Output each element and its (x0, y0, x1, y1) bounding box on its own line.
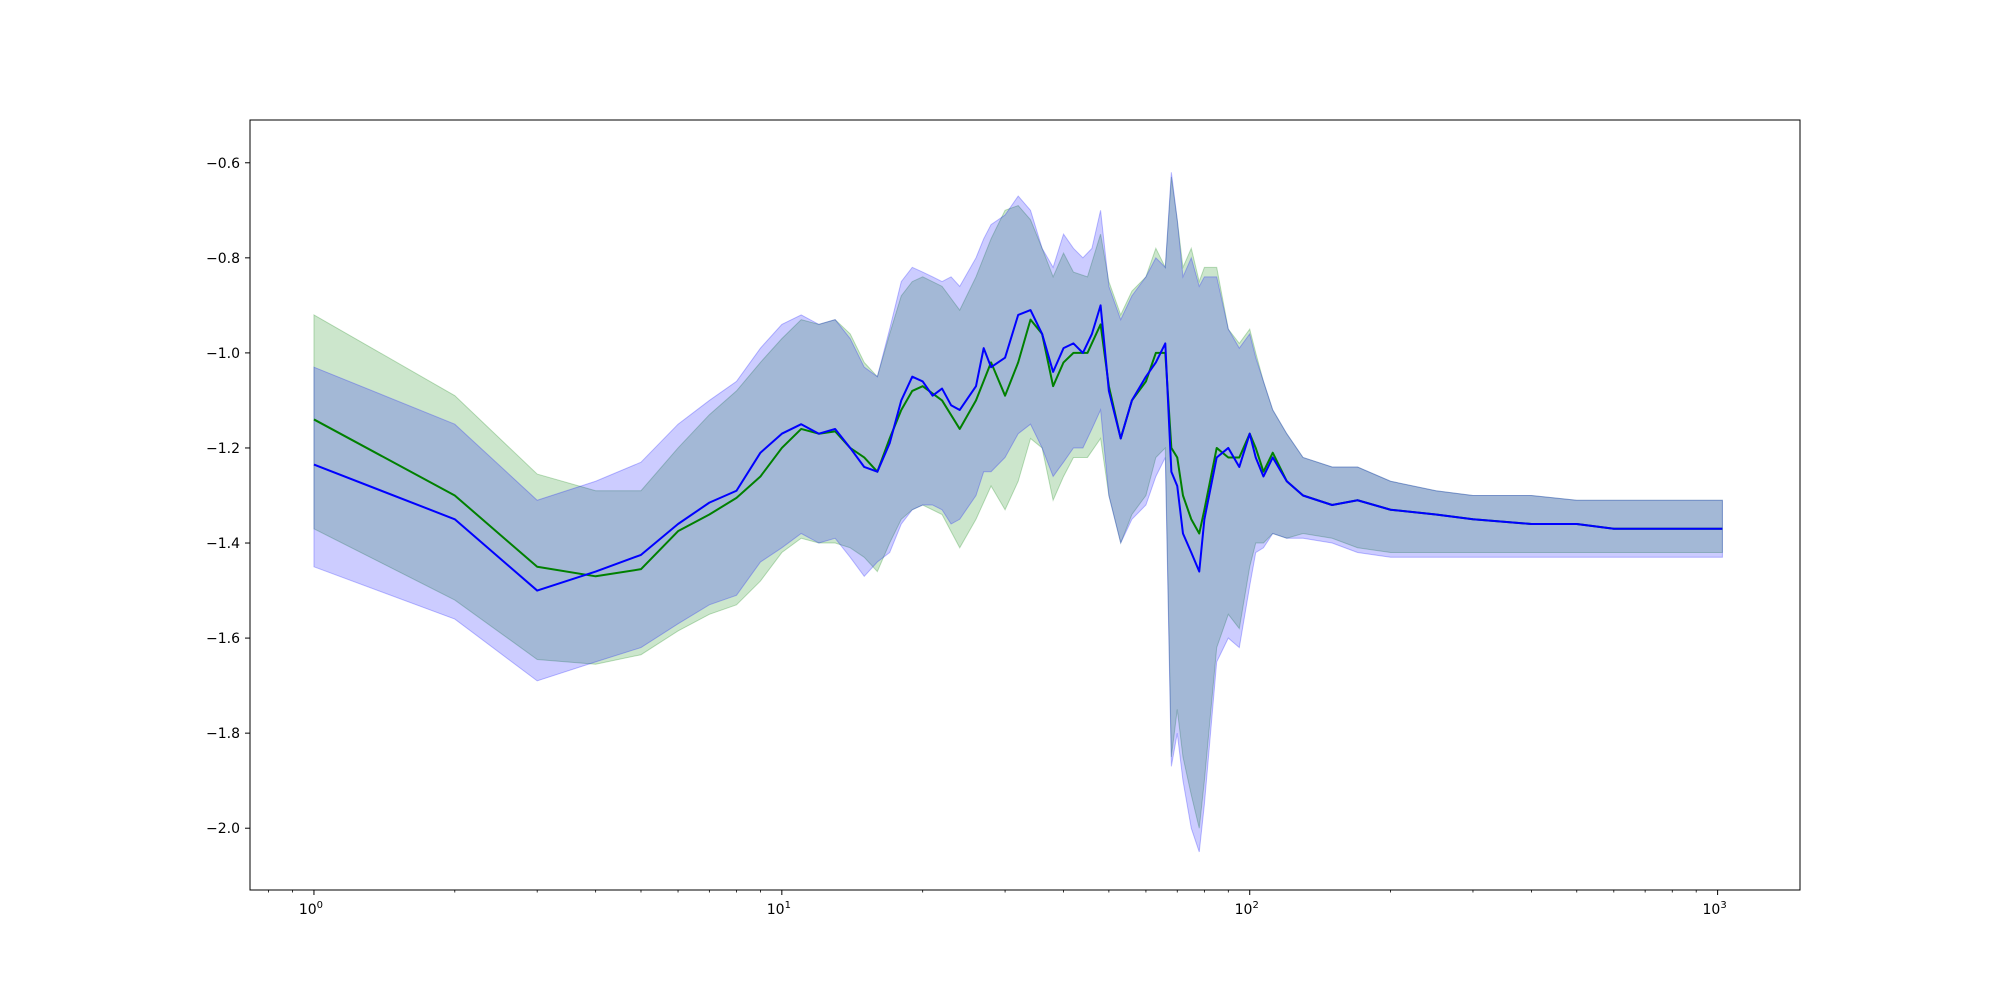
x-tick-label: 103 (1703, 900, 1727, 918)
x-tick-label: 102 (1235, 900, 1259, 918)
x-axis: 100 101 102 103 (268, 890, 1727, 918)
y-tick-label: −1.8 (206, 726, 240, 742)
y-tick-label: −1.2 (206, 441, 240, 457)
y-tick-label: −0.6 (206, 156, 240, 172)
y-tick-label: −1.6 (206, 631, 240, 647)
series-lines (313, 304, 1723, 592)
y-tick-label: −1.0 (206, 346, 240, 362)
plot-area-frame (249, 119, 1801, 891)
y-tick-label: −1.4 (206, 536, 240, 552)
band-series-1 (313, 176, 1723, 829)
x-tick-label: 100 (299, 900, 323, 918)
confidence-bands (313, 172, 1723, 853)
line-series-2 (313, 304, 1723, 592)
y-axis: −0.6 −0.8 −1.0 −1.2 −1.4 −1.6 −1.8 −2.0 (206, 156, 250, 837)
x-tick-label: 101 (767, 900, 791, 918)
band-series-2 (313, 172, 1723, 853)
y-tick-label: −0.8 (206, 251, 240, 267)
y-tick-label: −2.0 (206, 821, 240, 837)
